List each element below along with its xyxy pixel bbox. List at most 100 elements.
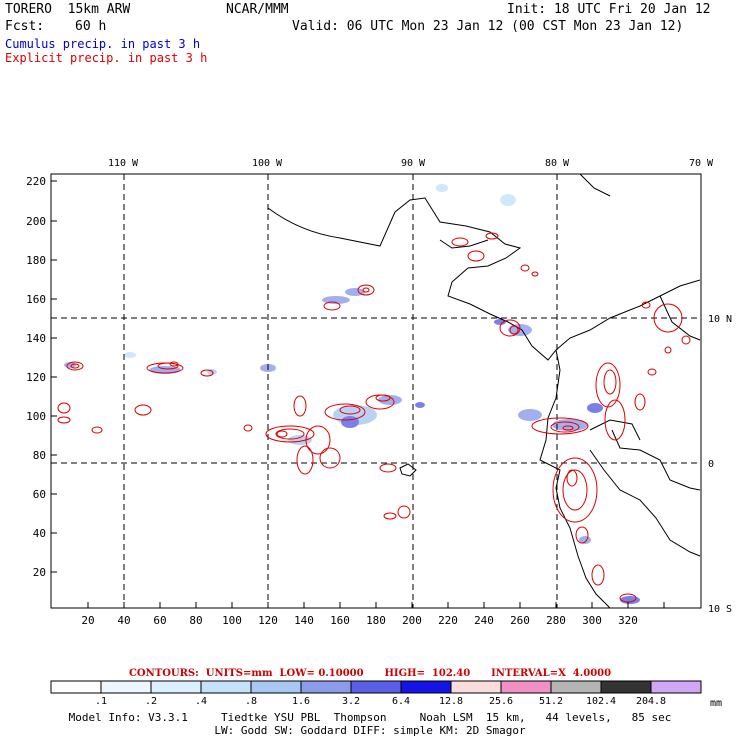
cu-area <box>341 416 359 428</box>
legend-level-label: .4 <box>195 696 207 707</box>
ex-contour <box>276 430 288 438</box>
ex-contour <box>319 447 341 469</box>
ex-contour <box>509 325 519 335</box>
y-tick-label: 80 <box>33 449 46 462</box>
ex-contour <box>57 402 71 414</box>
y-tick-label: 140 <box>26 332 46 345</box>
legend-color-box <box>550 680 602 694</box>
x-tick-label: 160 <box>330 614 350 627</box>
ex-contour <box>383 512 397 520</box>
ex-contour <box>296 445 314 475</box>
coastline <box>267 197 701 361</box>
ex-contour <box>362 287 370 293</box>
ex-contour <box>451 237 469 247</box>
ex-contour <box>664 346 672 354</box>
ex-contour <box>595 362 621 408</box>
y-tick-label: 220 <box>26 175 46 188</box>
x-tick-label: 20 <box>81 614 94 627</box>
ex-contour <box>552 457 598 523</box>
legend-color-box <box>400 680 452 694</box>
x-tick-label: 40 <box>117 614 130 627</box>
legend-color-box <box>50 680 102 694</box>
cu-area <box>494 319 506 325</box>
legend-level-label: 3.2 <box>342 696 360 707</box>
axis-ticks <box>51 180 665 608</box>
ex-contour <box>591 564 605 586</box>
ex-contour <box>653 303 683 333</box>
lat-label: 0 <box>708 459 714 470</box>
ex-contour <box>275 428 305 440</box>
ex-contour <box>397 505 411 519</box>
lon-label: 110 W <box>108 158 139 169</box>
legend-color-box <box>650 680 702 694</box>
x-tick-label: 100 <box>222 614 242 627</box>
legend-level-label: 102.4 <box>586 696 616 707</box>
ex-contour <box>641 301 651 309</box>
ex-contour <box>603 369 617 395</box>
forecast-hours: 60 h <box>75 19 107 34</box>
y-tick-label: 100 <box>26 410 46 423</box>
cu-area <box>620 596 640 604</box>
ex-contour <box>634 393 646 411</box>
galapagos-islands <box>399 463 417 477</box>
cu-area <box>288 435 312 445</box>
cu-area <box>345 288 365 296</box>
cu-area <box>124 352 136 358</box>
legend-level-label: .8 <box>245 696 257 707</box>
legend-level-label: .2 <box>145 696 157 707</box>
legend-unit: mm <box>710 698 722 709</box>
lat-label: 10 N <box>708 314 732 325</box>
x-tick-label: 140 <box>294 614 314 627</box>
legend-color-box <box>100 680 152 694</box>
y-tick-label: 60 <box>33 488 46 501</box>
legend-color-box <box>350 680 402 694</box>
ex-contour <box>57 416 71 424</box>
x-tick-label: 60 <box>153 614 166 627</box>
ex-contour <box>575 526 589 544</box>
cu-area <box>587 403 603 413</box>
model-title: TORERO 15km ARW <box>5 2 131 17</box>
map-frame <box>50 173 702 609</box>
y-tick-label: 200 <box>26 215 46 228</box>
lon-label: 80 W <box>545 158 570 169</box>
country-border <box>439 239 489 249</box>
legend-level-label: 51.2 <box>539 696 563 707</box>
ex-contour <box>200 369 214 377</box>
cu-area <box>436 184 448 192</box>
explicit-precip-label: Explicit precip. in past 3 h <box>5 51 208 65</box>
precip-color-legend <box>50 680 702 694</box>
ex-contour <box>531 271 539 277</box>
contours-info: CONTOURS: UNITS=mm LOW= 0.10000 HIGH= 10… <box>128 668 612 679</box>
explicit-precip-contours <box>57 232 691 603</box>
legend-level-label: .1 <box>95 696 107 707</box>
valid-time: Valid: 06 UTC Mon 23 Jan 12 (00 CST Mon … <box>292 19 684 34</box>
legend-level-label: 1.6 <box>292 696 310 707</box>
lon-label: 90 W <box>401 158 426 169</box>
forecast-label: Fcst: <box>5 19 45 34</box>
ex-contour <box>562 469 588 511</box>
ex-contour <box>293 395 307 417</box>
legend-color-box <box>500 680 552 694</box>
ex-contour <box>323 301 341 311</box>
legend-color-box <box>450 680 502 694</box>
legend-color-box <box>200 680 252 694</box>
x-tick-label: 200 <box>402 614 422 627</box>
ex-contour <box>324 403 366 421</box>
lat-label: 10 S <box>708 604 732 615</box>
ex-contour <box>375 394 391 402</box>
ex-contour <box>485 232 499 240</box>
coastline <box>539 349 611 609</box>
ex-contour <box>357 284 375 296</box>
legend-level-label: 6.4 <box>392 696 410 707</box>
model-info-line1: Model Info: V3.3.1 Tiedtke YSU PBL Thomp… <box>68 711 672 724</box>
ex-contour <box>91 426 103 434</box>
ex-contour <box>66 361 84 371</box>
coastlines <box>267 173 701 609</box>
init-time: Init: 18 UTC Fri 20 Jan 12 <box>507 2 711 17</box>
lon-label: 100 W <box>252 158 283 169</box>
x-tick-label: 220 <box>438 614 458 627</box>
cu-area <box>500 194 516 206</box>
cu-area <box>518 409 542 421</box>
ex-contour <box>550 421 580 433</box>
